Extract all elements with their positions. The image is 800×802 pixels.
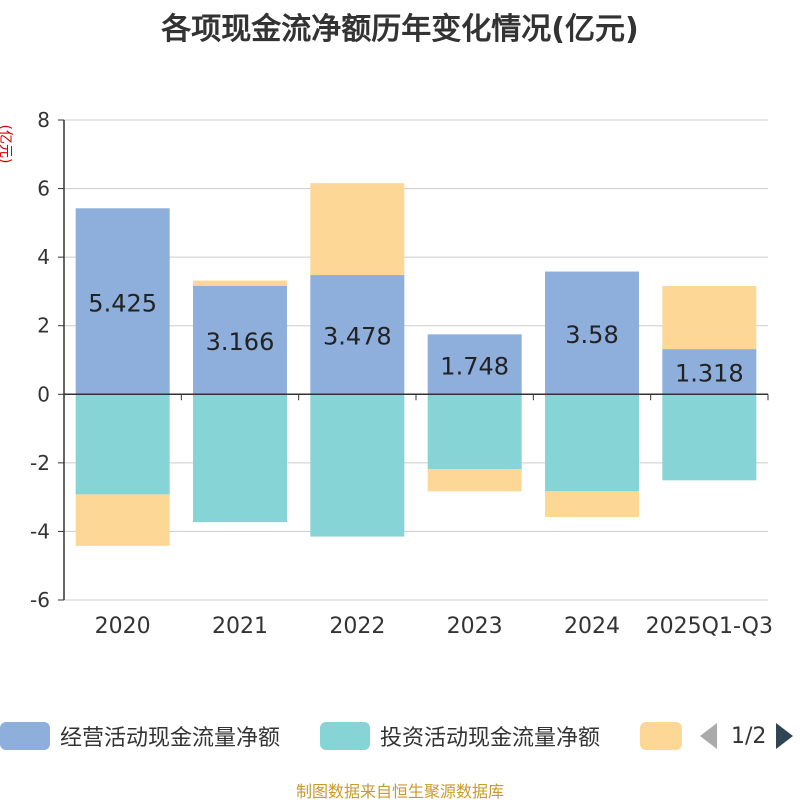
data-label: 3.478 — [323, 323, 392, 351]
y-tick-label: -6 — [30, 588, 50, 612]
y-tick-label: 8 — [37, 108, 50, 132]
data-label: 5.425 — [88, 289, 157, 317]
legend-page-indicator: 1/2 — [731, 723, 767, 749]
y-tick-label: 4 — [37, 245, 50, 269]
bar-segment-series-2[interactable] — [75, 494, 170, 546]
data-label: 1.318 — [675, 360, 744, 388]
bar-segment-series-2[interactable] — [193, 280, 287, 286]
bar-segment-series-0[interactable] — [75, 208, 170, 395]
legend-swatch-financing — [640, 722, 682, 750]
bar-segment-series-2[interactable] — [310, 183, 405, 276]
legend-item-investing[interactable]: 投资活动现金流量净额 — [320, 716, 600, 756]
legend-swatch-operating — [0, 722, 50, 750]
bar-segment-series-0[interactable] — [545, 271, 639, 395]
x-tick-label: 2020 — [95, 614, 151, 639]
data-label: 1.748 — [440, 352, 509, 380]
legend-pager: 1/2 — [700, 716, 794, 756]
bar-segment-series-1[interactable] — [310, 394, 405, 537]
x-tick-label: 2021 — [212, 614, 268, 639]
legend-prev-arrow-icon[interactable] — [700, 723, 717, 749]
chart-title: 各项现金流净额历年变化情况(亿元) — [161, 12, 639, 47]
legend-swatch-investing — [320, 722, 370, 750]
y-tick-label: -4 — [30, 519, 50, 543]
bar-segment-series-2[interactable] — [545, 491, 639, 518]
legend-next-arrow-icon[interactable] — [776, 723, 794, 749]
bar-segment-series-0[interactable] — [662, 349, 757, 395]
x-tick-label: 2023 — [447, 614, 503, 639]
legend-label-investing: 投资活动现金流量净额 — [380, 726, 601, 751]
bar-segment-series-0[interactable] — [310, 275, 405, 395]
legend: 经营活动现金流量净额 投资活动现金流量净额 1/2 — [0, 716, 800, 756]
bar-segment-series-1[interactable] — [427, 394, 522, 470]
bar-segment-series-1[interactable] — [545, 394, 639, 492]
bar-segment-series-2[interactable] — [662, 286, 757, 350]
bar-segment-series-1[interactable] — [75, 394, 170, 495]
x-tick-label: 2022 — [329, 614, 385, 639]
bar-segment-series-0[interactable] — [427, 334, 522, 395]
y-tick-label: 6 — [37, 177, 50, 201]
x-tick-label: 2025Q1-Q3 — [646, 614, 773, 639]
chart-area: (亿元) -6 -4 -2 0 2 4 6 8 2020 2021 2022 2023 2024 2025… — [0, 108, 773, 639]
data-label: 3.166 — [206, 328, 275, 356]
bar-segment-series-1[interactable] — [193, 394, 287, 523]
y-tick-label: 2 — [37, 314, 50, 338]
y-tick-label: -2 — [30, 451, 50, 475]
bar-segment-series-1[interactable] — [662, 394, 757, 481]
bar-segment-series-2[interactable] — [427, 469, 522, 492]
bar-segment-series-0[interactable] — [193, 285, 287, 395]
source-note: 制图数据来自恒生聚源数据库 — [295, 782, 504, 801]
y-axis-label: (亿元) — [0, 125, 13, 164]
x-tick-label: 2024 — [564, 614, 620, 639]
legend-label-operating: 经营活动现金流量净额 — [60, 726, 281, 751]
legend-item-financing[interactable] — [640, 716, 682, 756]
y-tick-label: 0 — [37, 382, 50, 406]
data-label: 3.58 — [565, 321, 618, 349]
legend-item-operating[interactable]: 经营活动现金流量净额 — [0, 716, 280, 756]
